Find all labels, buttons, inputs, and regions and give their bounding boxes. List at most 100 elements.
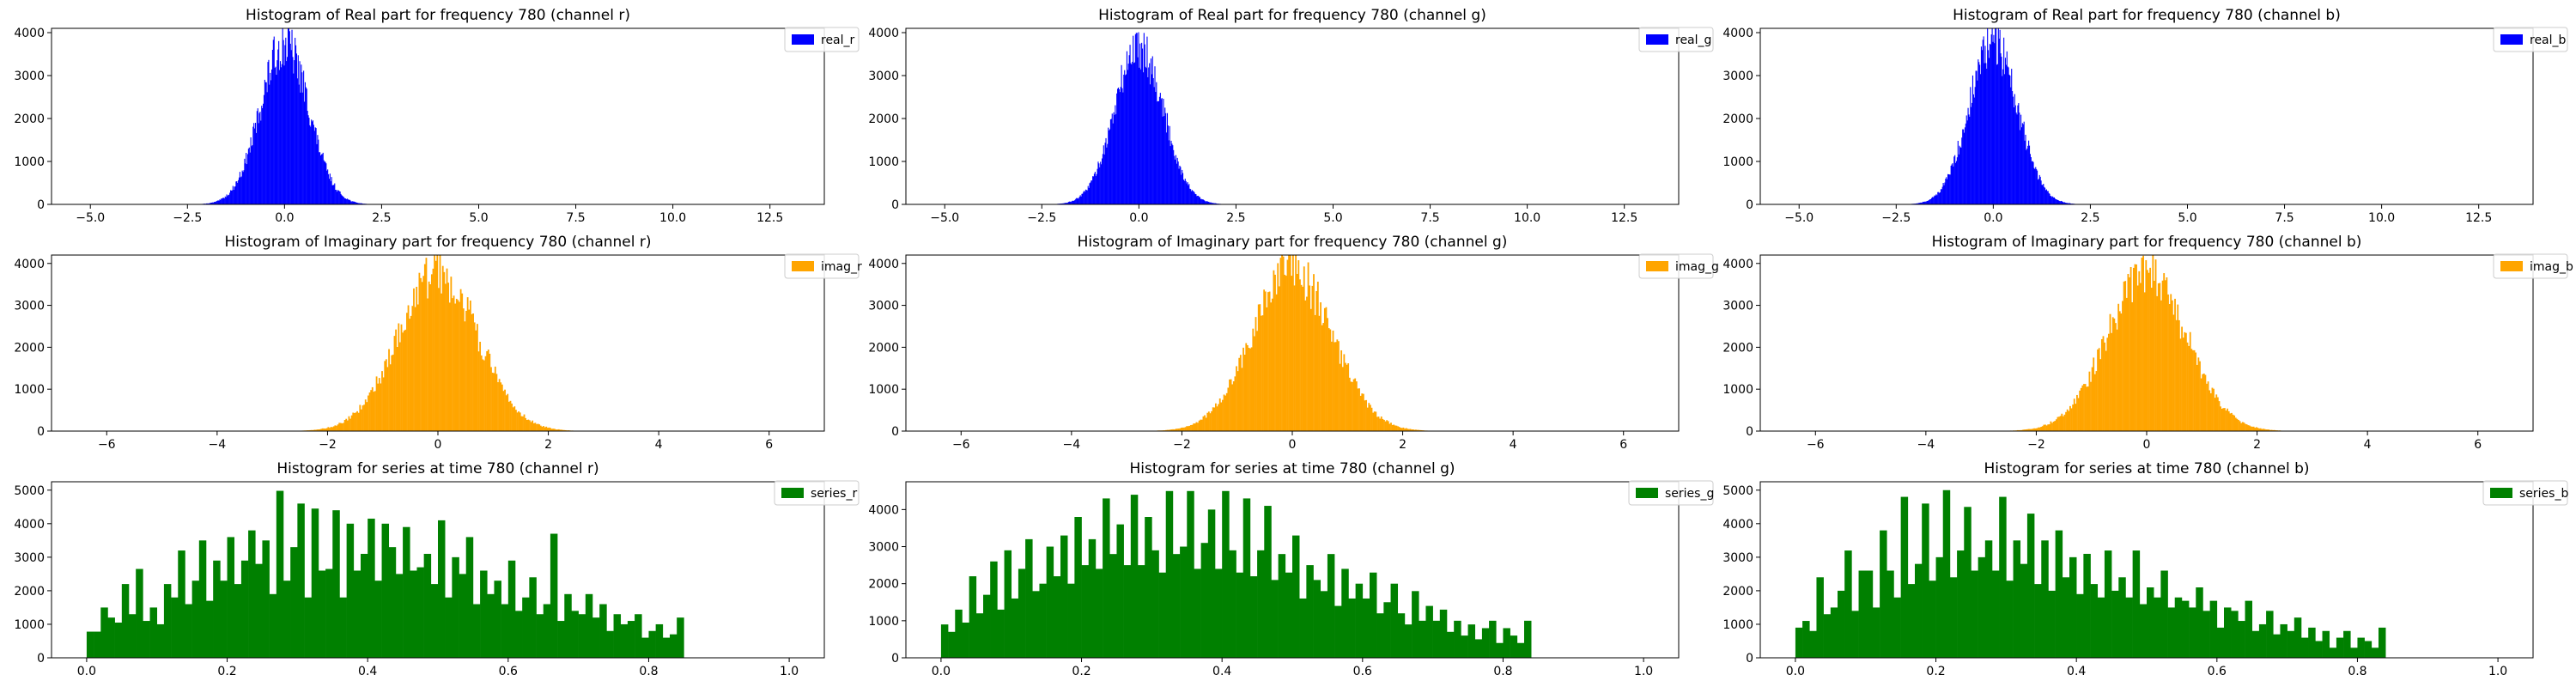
histogram-bar bbox=[1174, 159, 1176, 204]
x-tick-label: 5.0 bbox=[2178, 211, 2196, 225]
histogram-bar bbox=[2208, 390, 2211, 431]
histogram-bar bbox=[2032, 161, 2033, 204]
histogram-bar bbox=[217, 200, 219, 204]
histogram-bar bbox=[561, 429, 562, 431]
histogram-bar bbox=[1069, 201, 1071, 204]
histogram-bar bbox=[1122, 92, 1124, 205]
histogram-bar bbox=[2209, 392, 2212, 431]
histogram-bar bbox=[2025, 429, 2027, 431]
x-tick-label: 0 bbox=[1289, 438, 1297, 452]
histogram-bar bbox=[2028, 140, 2030, 204]
histogram-bar bbox=[323, 160, 325, 204]
histogram-bar bbox=[1285, 276, 1287, 431]
histogram-bar bbox=[359, 404, 361, 431]
histogram-bar bbox=[1345, 362, 1346, 431]
x-tick-label: 0.8 bbox=[1493, 665, 1512, 678]
histogram-bar bbox=[2043, 424, 2045, 431]
histogram-bar bbox=[1166, 112, 1169, 204]
histogram-bar bbox=[441, 265, 444, 431]
histogram-bar bbox=[1184, 179, 1186, 204]
subplot-real_r: Histogram of Real part for frequency 780… bbox=[14, 7, 860, 225]
histogram-bar bbox=[224, 196, 226, 204]
y-tick-label: 0 bbox=[1746, 198, 1753, 212]
histogram-bar bbox=[1984, 63, 1985, 204]
histogram-bar bbox=[1083, 192, 1084, 204]
histogram-bar bbox=[1160, 99, 1162, 204]
histogram-bar bbox=[1395, 425, 1398, 431]
histogram-bar bbox=[218, 200, 220, 204]
histogram-bar bbox=[329, 428, 331, 431]
histogram-bar bbox=[1387, 421, 1389, 431]
histogram-bar bbox=[2026, 429, 2028, 431]
histogram-bar bbox=[1943, 185, 1945, 204]
histogram-bar bbox=[344, 198, 346, 204]
histogram-bar bbox=[1092, 176, 1095, 204]
histogram-bar bbox=[677, 617, 684, 658]
histogram-bar bbox=[2069, 556, 2077, 658]
histogram-bar bbox=[293, 73, 295, 205]
histogram-bar bbox=[1388, 423, 1391, 431]
histogram-bar bbox=[1097, 168, 1098, 204]
histogram-bar bbox=[240, 176, 242, 204]
histogram-bar bbox=[386, 367, 389, 431]
legend-box bbox=[2493, 253, 2568, 279]
histogram-bar bbox=[2036, 168, 2038, 204]
histogram-bar bbox=[1236, 366, 1237, 431]
histogram-bar bbox=[2065, 411, 2067, 431]
y-tick-label: 4000 bbox=[868, 503, 899, 517]
histogram-bar bbox=[1209, 202, 1211, 204]
histogram-bar bbox=[2006, 581, 2014, 658]
histogram-bar bbox=[2072, 404, 2075, 431]
histogram-bar bbox=[1357, 388, 1359, 431]
histogram-bar bbox=[1362, 393, 1364, 431]
histogram-bar bbox=[1931, 197, 1934, 204]
histogram-bar bbox=[552, 429, 555, 431]
histogram-bar bbox=[247, 149, 249, 204]
histogram-bar bbox=[2266, 429, 2269, 431]
histogram-bar bbox=[2035, 167, 2037, 204]
histogram-bar bbox=[1070, 202, 1072, 204]
histogram-bar bbox=[1917, 203, 1919, 204]
histogram-bar bbox=[346, 198, 348, 204]
histogram-bar bbox=[1281, 255, 1283, 431]
histogram-bar bbox=[1307, 262, 1309, 431]
histogram-bar bbox=[334, 183, 336, 204]
histogram-bar bbox=[2231, 412, 2233, 431]
histogram-bar bbox=[1191, 190, 1193, 204]
histogram-bar bbox=[2034, 168, 2036, 204]
y-tick-label: 1000 bbox=[14, 383, 45, 397]
histogram-bar bbox=[2020, 429, 2023, 431]
histogram-bar bbox=[2147, 270, 2148, 431]
histogram-bar bbox=[225, 197, 227, 204]
histogram-bar bbox=[294, 60, 295, 205]
histogram-bar bbox=[357, 412, 360, 431]
histogram-bar bbox=[1425, 605, 1433, 658]
histogram-bar bbox=[1239, 355, 1242, 431]
histogram-bar bbox=[2160, 300, 2162, 431]
histogram-bar bbox=[277, 49, 279, 205]
histogram-bar bbox=[1182, 427, 1184, 431]
histogram-bar bbox=[1130, 63, 1132, 204]
histogram-bar bbox=[1986, 68, 1988, 204]
histogram-bar bbox=[2154, 259, 2157, 431]
histogram-bar bbox=[1971, 75, 1974, 205]
histogram-bar bbox=[1278, 286, 1280, 431]
histogram-bar bbox=[2010, 87, 2012, 204]
histogram-bar bbox=[1202, 416, 1205, 431]
histogram-bar bbox=[121, 584, 130, 658]
histogram-bar bbox=[2081, 385, 2084, 431]
histogram-bar bbox=[230, 190, 233, 204]
histogram-bar bbox=[1394, 425, 1396, 431]
legend-label: real_g bbox=[1675, 33, 1711, 47]
histogram-bar bbox=[1951, 164, 1953, 204]
histogram-bar bbox=[2044, 424, 2046, 431]
histogram-bar bbox=[1151, 74, 1152, 204]
histogram-bar bbox=[129, 614, 137, 658]
histogram-bar bbox=[2029, 429, 2032, 431]
histogram-bar bbox=[1162, 116, 1163, 204]
histogram-bar bbox=[2245, 424, 2248, 431]
legend-label: imag_g bbox=[1675, 260, 1719, 274]
histogram-bar bbox=[2027, 145, 2029, 204]
histogram-bar bbox=[1957, 550, 1965, 658]
histogram-bar bbox=[403, 526, 410, 658]
